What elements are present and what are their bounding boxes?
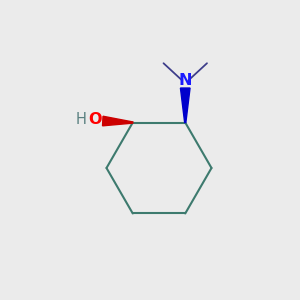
Text: N: N xyxy=(178,73,192,88)
Text: H: H xyxy=(76,112,86,127)
Text: O: O xyxy=(88,112,102,127)
Polygon shape xyxy=(103,116,133,126)
Polygon shape xyxy=(181,88,190,122)
